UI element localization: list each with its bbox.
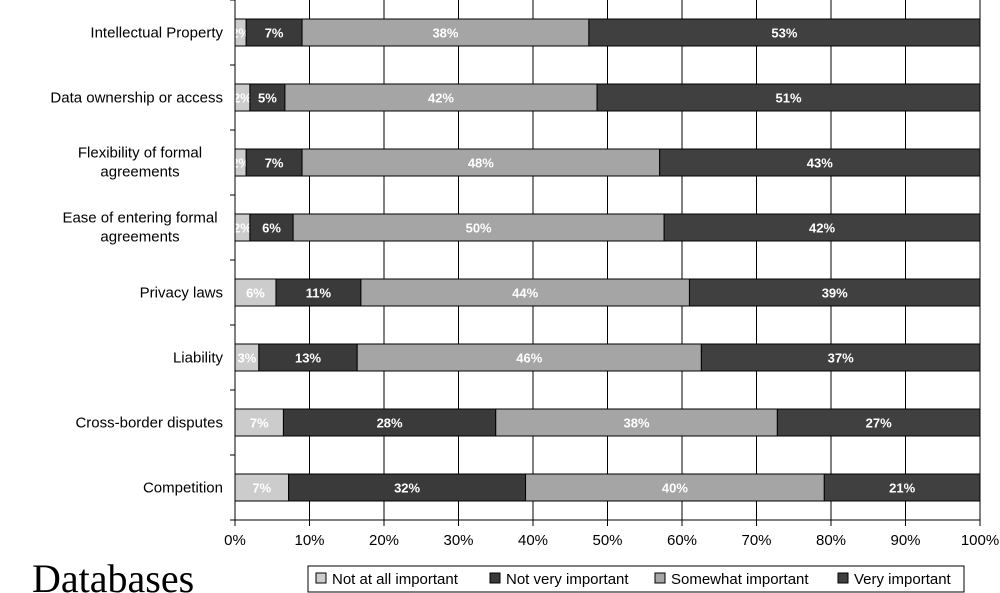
x-tick-label: 90%	[890, 532, 920, 549]
bar-value-label: 32%	[394, 481, 420, 496]
bar-segment	[245, 18, 303, 47]
bar-value-label: 40%	[662, 481, 688, 496]
bar-segment	[360, 278, 690, 307]
legend-label: Not very important	[506, 571, 629, 588]
bar-value-label: 5%	[258, 91, 277, 106]
bar-value-label: 38%	[432, 26, 458, 41]
legend-label: Very important	[854, 571, 952, 588]
bar-value-label: 3%	[238, 351, 257, 366]
bar-value-label: 2%	[231, 156, 250, 171]
bar-segment	[596, 83, 981, 112]
x-tick-label: 40%	[518, 532, 548, 549]
bar-value-label: 2%	[233, 221, 252, 236]
bar-value-label: 39%	[822, 286, 848, 301]
x-tick-label: 100%	[961, 532, 999, 549]
category-label: Intellectual Property	[90, 25, 223, 42]
bar-value-label: 13%	[295, 351, 321, 366]
bar-value-label: 37%	[828, 351, 854, 366]
bar-value-label: 7%	[265, 26, 284, 41]
category-label: Privacy laws	[140, 285, 223, 302]
x-tick-label: 80%	[816, 532, 846, 549]
bar-segment	[275, 278, 362, 307]
bar-segment	[495, 408, 778, 437]
x-tick-label: 30%	[443, 532, 473, 549]
bar-segment	[659, 148, 981, 177]
bar-value-label: 51%	[776, 91, 802, 106]
bar-value-label: 38%	[624, 416, 650, 431]
axes: 0% 10% 20% 30% 40% 50% 60% 70% 80% 90% 100%	[224, 0, 999, 549]
bar-value-label: 27%	[866, 416, 892, 431]
bars: 2% 7% 38% 53% 2% 5% 42% 51% 2% 7% 48% 43% 2% 6% 50% 42%…	[231, 18, 981, 502]
x-tick-label: 50%	[592, 532, 622, 549]
bar-value-label: 2%	[231, 26, 250, 41]
bar-segment	[245, 148, 303, 177]
bar-value-label: 28%	[377, 416, 403, 431]
category-label: Flexibility of formal agreements	[78, 145, 202, 181]
bar-segment	[588, 18, 981, 47]
bar-value-label: 21%	[889, 481, 915, 496]
bar-value-label: 53%	[771, 26, 797, 41]
bar-value-label: 46%	[516, 351, 542, 366]
category-label: Cross-border disputes	[75, 415, 223, 432]
category-labels: Intellectual Property Data ownership or a…	[50, 25, 223, 497]
bar-value-label: 11%	[306, 286, 332, 301]
category-label: Data ownership or access	[50, 90, 223, 107]
bar-value-label: 6%	[262, 221, 281, 236]
bar-segment	[234, 473, 290, 502]
bar-value-label: 7%	[252, 481, 271, 496]
bar-segment	[700, 343, 981, 372]
x-tick-label: 0%	[224, 532, 246, 549]
x-tick-label: 20%	[369, 532, 399, 549]
bar-segment	[292, 213, 665, 242]
bar-segment	[249, 213, 294, 242]
category-label: Ease of entering formal agreements	[62, 210, 217, 246]
bar-segment	[301, 18, 590, 47]
bar-value-label: 50%	[466, 221, 492, 236]
bar-value-label: 42%	[428, 91, 454, 106]
legend: Not at all important Not very important So…	[307, 565, 965, 593]
gridlines	[309, 0, 981, 520]
bar-segment	[776, 408, 981, 437]
x-tick-label: 70%	[741, 532, 771, 549]
bar-value-label: 48%	[468, 156, 494, 171]
bar-value-label: 42%	[809, 221, 835, 236]
legend-box	[307, 565, 965, 593]
x-tick-label: 10%	[294, 532, 324, 549]
bar-value-label: 44%	[512, 286, 538, 301]
bar-value-label: 7%	[265, 156, 284, 171]
category-label: Competition	[143, 480, 223, 497]
chart-caption: Databases	[32, 556, 194, 593]
bar-segment	[258, 343, 358, 372]
bar-segment	[234, 408, 284, 437]
legend-swatch	[315, 572, 327, 584]
category-label: Liability	[173, 350, 224, 367]
bar-segment	[284, 83, 598, 112]
bar-segment	[663, 213, 981, 242]
bar-segment	[301, 148, 661, 177]
bar-value-label: 2%	[233, 91, 252, 106]
legend-label: Somewhat important	[671, 571, 809, 588]
bar-segment	[688, 278, 981, 307]
legend-swatch	[489, 572, 501, 584]
bar-value-label: 7%	[250, 416, 269, 431]
bar-value-label: 6%	[246, 286, 265, 301]
legend-swatch	[654, 572, 666, 584]
bar-segment	[525, 473, 825, 502]
bar-segment	[282, 408, 497, 437]
bar-segment	[249, 83, 286, 112]
bar-segment	[823, 473, 981, 502]
bar-value-label: 43%	[807, 156, 833, 171]
legend-label: Not at all important	[332, 571, 459, 588]
x-tick-label: 60%	[667, 532, 697, 549]
legend-swatch	[837, 572, 849, 584]
bar-segment	[288, 473, 527, 502]
